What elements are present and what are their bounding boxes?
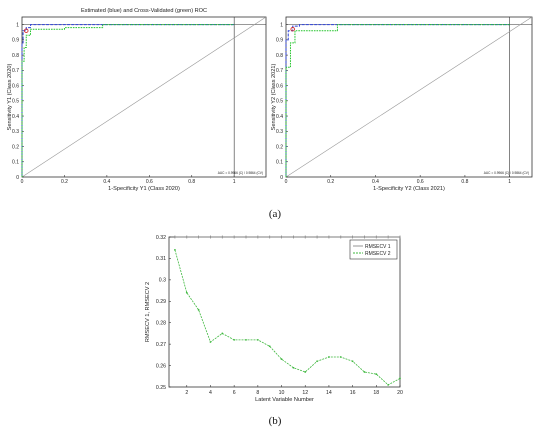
- y-tick-label: 0.3: [159, 278, 166, 284]
- chart-title: Estimated (blue) and Cross-Validated (gr…: [81, 8, 207, 14]
- rmsecv2-point: [387, 383, 390, 386]
- reference-diagonal: [21, 16, 267, 178]
- legend-label-rmsecv1: RMSECV 1: [365, 244, 391, 250]
- rmsecv2-point: [209, 341, 212, 343]
- x-tick-label: 0.4: [372, 179, 379, 185]
- rmsecv2-point: [268, 345, 271, 348]
- y-tick-label: 1: [16, 22, 19, 28]
- rmsecv2-point: [304, 371, 307, 373]
- x-tick-label: 1: [508, 179, 511, 185]
- y-tick-label: 0.3: [276, 129, 283, 135]
- x-tick-label: 6: [233, 390, 236, 396]
- x-tick-label: 10: [279, 390, 285, 396]
- x-tick-label: 18: [373, 390, 379, 396]
- caption-a: (a): [269, 208, 282, 220]
- y-tick-label: 0.2: [276, 144, 283, 150]
- x-tick-label: 0: [285, 179, 288, 185]
- y-tick-label: 0.26: [156, 363, 166, 369]
- rmsecv2-point: [363, 371, 366, 373]
- x-tick-label: 0.8: [188, 179, 195, 185]
- x-tick-label: 4: [209, 390, 212, 396]
- y-tick-label: 0.2: [12, 144, 19, 150]
- y-tick-label: 0.6: [12, 83, 19, 89]
- threshold-point-marker: [290, 26, 295, 32]
- y-tick-label: 0.29: [156, 299, 166, 305]
- rmsecv2-point: [185, 291, 188, 294]
- y-tick-label: 0.5: [12, 99, 19, 105]
- x-tick-label: 16: [350, 390, 356, 396]
- y-tick-label: 0.4: [276, 114, 283, 120]
- rmsecv2-point: [221, 332, 224, 335]
- y-tick-label: 0.28: [156, 321, 166, 327]
- x-tick-label: 0.2: [327, 179, 334, 185]
- y-tick-label: 0.7: [12, 68, 19, 74]
- y-tick-label: 0.5: [276, 99, 283, 105]
- rmsecv2-point: [256, 338, 259, 341]
- y-axis-label: RMSECV 1, RMSECV 2: [145, 282, 151, 342]
- caption-b: (b): [269, 415, 282, 427]
- rmsecv2-line: [174, 249, 401, 386]
- x-tick-label: 0.6: [417, 179, 424, 185]
- rmsecv2-point: [399, 377, 401, 380]
- rmsecv2-point: [375, 373, 378, 376]
- rmsecv2-point: [245, 338, 247, 341]
- x-tick-label: 20: [397, 390, 403, 396]
- y-tick-label: 0.7: [276, 68, 283, 74]
- cross-validated-roc-line: [21, 24, 235, 177]
- rmsecv2-point: [316, 360, 318, 363]
- rmsecv2-point: [280, 358, 283, 361]
- y-tick-label: 0.8: [12, 53, 19, 59]
- y-tick-label: 0.4: [12, 114, 19, 120]
- x-tick-label: 12: [302, 390, 308, 396]
- x-tick-label: 14: [326, 390, 332, 396]
- y-tick-label: 0.31: [156, 256, 166, 262]
- roc-chart-class-2020: Estimated (blue) and Cross-Validated (gr…: [7, 8, 267, 192]
- rmsecv2-point: [233, 338, 236, 341]
- y-tick-label: 0.6: [276, 83, 283, 89]
- y-tick-label: 0.27: [156, 342, 166, 348]
- x-tick-label: 8: [256, 390, 259, 396]
- rmsecv2-point: [351, 360, 354, 363]
- cross-validated-roc-line: [285, 24, 510, 177]
- y-tick-label: 0.1: [12, 160, 19, 166]
- x-tick-label: 0.2: [61, 179, 68, 185]
- y-tick-label: 0.3: [12, 129, 19, 135]
- rmsecv2-point: [197, 308, 200, 311]
- y-tick-label: 1: [280, 22, 283, 28]
- reference-diagonal: [285, 16, 533, 178]
- x-tick-label: 0.4: [103, 179, 110, 185]
- rmsecv2-point: [292, 366, 295, 369]
- x-tick-label: 0.6: [146, 179, 153, 185]
- y-tick-label: 0.8: [276, 53, 283, 59]
- y-tick-label: 0.9: [276, 38, 283, 44]
- rmsecv2-point: [339, 356, 342, 358]
- threshold-point-marker: [23, 28, 29, 33]
- y-tick-label: 0.9: [12, 38, 19, 44]
- auc-annotation: AUC = 0.9966 (C) / 0.9864 (CV): [484, 171, 529, 175]
- y-tick-label: 0: [16, 175, 19, 181]
- y-tick-label: 0: [280, 175, 283, 181]
- y-tick-label: 0.25: [156, 385, 166, 391]
- rmsecv2-point: [328, 356, 330, 358]
- x-axis-label: 1-Specificity Y2 (Class 2021): [373, 186, 445, 192]
- rmsecv2-point: [174, 248, 176, 251]
- x-tick-label: 0: [21, 179, 24, 185]
- x-axis-label: 1-Specificity Y1 (Class 2020): [108, 186, 180, 192]
- rmsecv-chart: 2 4 6 8 10 12 14 16 18 20 0.25 0.26 0.27 0.28 0.29 0.3 0…: [145, 235, 403, 403]
- auc-annotation: AUC = 0.9966 (C) / 0.9864 (CV): [218, 171, 263, 175]
- y-tick-label: 0.1: [276, 160, 283, 166]
- x-tick-label: 1: [233, 179, 236, 185]
- y-tick-label: 0.32: [156, 235, 166, 241]
- legend-label-rmsecv2: RMSECV 2: [365, 251, 391, 257]
- roc-chart-class-2021: 0 0.2 0.4 0.6 0.8 1 0 0.1 0.2 0.3 0.4 0.5 0.6 0.7 0.8 0…: [271, 16, 533, 192]
- x-tick-label: 0.8: [461, 179, 468, 185]
- plot-area: [168, 236, 401, 388]
- x-tick-label: 2: [185, 390, 188, 396]
- y-axis-label: Sensitivity Y1 (Class 2020): [7, 63, 13, 130]
- y-axis-label: Sensitivity Y2 (Class 2021): [271, 63, 277, 130]
- legend-box: [349, 239, 398, 260]
- x-axis-label: Latent Variable Number: [255, 397, 314, 403]
